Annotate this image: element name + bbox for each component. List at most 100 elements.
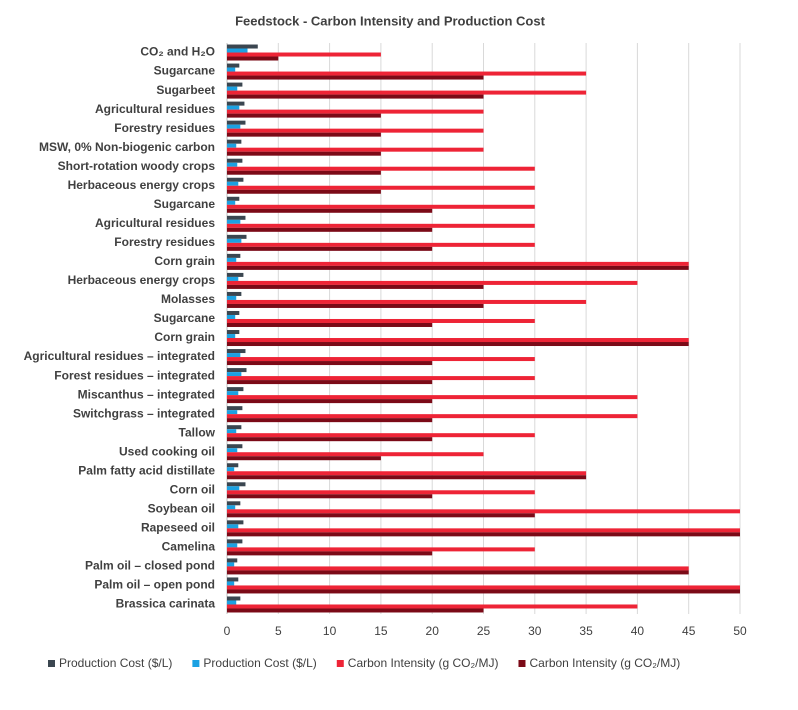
y-tick-label: Palm oil – open pond	[94, 578, 215, 592]
bar	[227, 596, 241, 601]
bar	[227, 284, 484, 289]
bar	[227, 143, 237, 148]
bar	[227, 433, 535, 438]
bar	[227, 158, 243, 163]
bar	[227, 71, 587, 76]
bar	[227, 577, 239, 582]
bar	[227, 215, 246, 220]
bar	[227, 128, 484, 133]
y-tick-label: Corn oil	[170, 482, 215, 496]
bar	[227, 242, 535, 247]
bar	[227, 509, 740, 514]
bar	[227, 570, 689, 575]
bar	[227, 418, 433, 423]
legend-label: Carbon Intensity (g CO₂/MJ)	[529, 656, 680, 670]
bar	[227, 253, 241, 258]
y-tick-label: MSW, 0% Non-biogenic carbon	[39, 140, 215, 154]
y-tick-label: Agricultural residues	[95, 102, 215, 116]
bar	[227, 109, 484, 114]
y-tick-label: Palm oil – closed pond	[85, 559, 215, 573]
bar	[227, 505, 236, 510]
bar	[227, 380, 433, 385]
bar	[227, 539, 243, 544]
legend-label: Carbon Intensity (g CO₂/MJ)	[348, 656, 499, 670]
y-tick-label: Short-rotation woody crops	[58, 159, 216, 173]
bar	[227, 322, 433, 327]
bar	[227, 452, 484, 457]
bar	[227, 299, 587, 304]
bar	[227, 334, 236, 339]
y-tick-label: Corn grain	[154, 330, 215, 344]
bar	[227, 528, 740, 533]
bar	[227, 387, 244, 392]
x-tick-label: 40	[631, 624, 645, 638]
y-tick-label: Forestry residues	[114, 121, 215, 135]
bar	[227, 391, 239, 396]
bar	[227, 475, 587, 480]
bar	[227, 139, 242, 144]
bar	[227, 558, 238, 563]
bar	[227, 494, 433, 499]
bar	[227, 585, 740, 590]
x-tick-label: 10	[323, 624, 337, 638]
bar	[227, 357, 535, 362]
bar	[227, 113, 381, 118]
bar	[227, 410, 238, 415]
x-tick-label: 0	[224, 624, 231, 638]
bar	[227, 318, 535, 323]
y-tick-label: Soybean oil	[148, 501, 215, 515]
y-tick-label: Sugarcane	[154, 197, 216, 211]
y-tick-label: Rapeseed oil	[141, 521, 215, 535]
bar	[227, 456, 381, 461]
bar	[227, 471, 587, 476]
legend-marker	[192, 660, 200, 667]
x-tick-label: 50	[733, 624, 747, 638]
bar	[227, 342, 689, 347]
bar	[227, 101, 245, 106]
y-tick-label: Palm fatty acid distillate	[78, 463, 215, 477]
bar	[227, 490, 535, 495]
bar	[227, 349, 246, 354]
bar	[227, 338, 689, 343]
bar	[227, 303, 484, 308]
y-tick-label: Tallow	[179, 425, 216, 439]
bar	[227, 52, 381, 57]
bar	[227, 280, 638, 285]
y-tick-label: Forestry residues	[114, 235, 215, 249]
bar	[227, 124, 241, 129]
y-tick-label: Sugarbeet	[156, 83, 215, 97]
x-tick-label: 20	[426, 624, 440, 638]
bar	[227, 151, 381, 156]
y-tick-label: Brassica carinata	[116, 597, 216, 611]
bar	[227, 562, 235, 567]
bar	[227, 581, 235, 586]
bar	[227, 448, 238, 453]
y-tick-label: Used cooking oil	[119, 444, 215, 458]
x-tick-label: 25	[477, 624, 491, 638]
bar	[227, 444, 243, 449]
legend-label: Production Cost ($/L)	[59, 656, 172, 670]
x-tick-label: 30	[528, 624, 542, 638]
y-tick-label: Herbaceous energy crops	[68, 178, 216, 192]
y-tick-label: Agricultural residues	[95, 216, 215, 230]
bar	[227, 547, 535, 552]
legend-marker	[48, 660, 55, 667]
y-tick-label: CO₂ and H₂O	[140, 45, 215, 59]
x-tick-label: 15	[374, 624, 388, 638]
bar	[227, 120, 246, 125]
bar	[227, 330, 240, 335]
bar	[227, 361, 433, 366]
bar	[227, 372, 242, 377]
bar	[227, 291, 242, 296]
y-tick-label: Forest residues – integrated	[54, 368, 215, 382]
x-tick-label: 45	[682, 624, 696, 638]
bar	[227, 82, 243, 87]
bar	[227, 44, 258, 49]
legend-label: Production Cost ($/L)	[203, 656, 316, 670]
bar	[227, 272, 244, 277]
bar	[227, 406, 243, 411]
bar	[227, 368, 247, 373]
bar	[227, 295, 237, 300]
y-tick-label: Molasses	[161, 292, 215, 306]
x-tick-label: 35	[579, 624, 593, 638]
